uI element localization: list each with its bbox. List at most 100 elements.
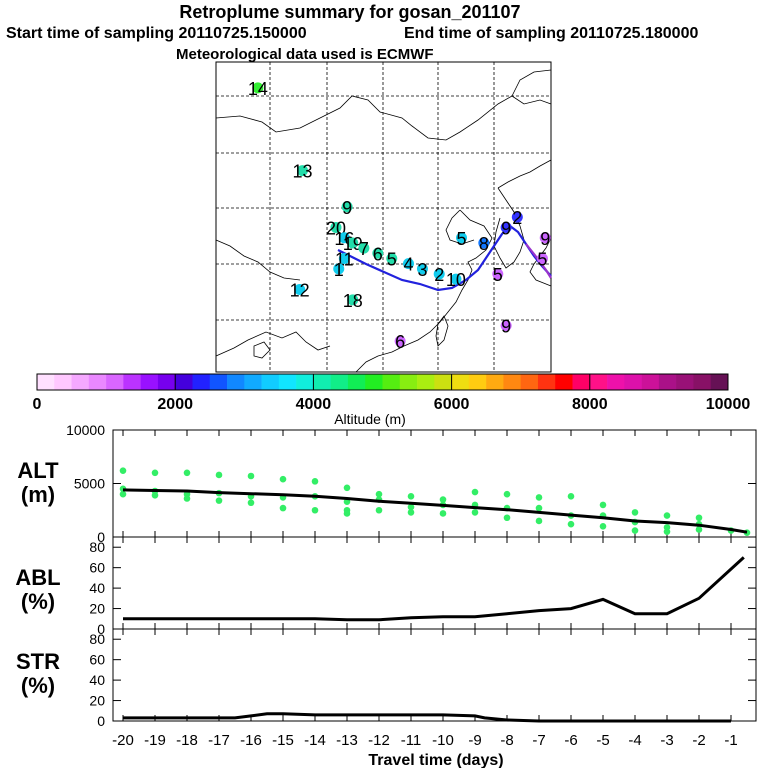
colorbar-cell — [468, 374, 487, 390]
alt-member-point — [631, 527, 639, 534]
trajectory-marker — [358, 242, 370, 254]
x-tick-label: -19 — [144, 732, 166, 749]
trajectory-marker — [338, 252, 350, 264]
y-tick-label: 0 — [97, 713, 105, 729]
colorbar-axis-label: Altitude (m) — [334, 411, 406, 427]
trajectory-marker — [403, 258, 415, 270]
alt-member-point — [151, 469, 159, 477]
alt-member-point — [567, 520, 575, 528]
colorbar-cell — [71, 374, 90, 390]
trajectory-label: 9 — [540, 229, 550, 249]
colorbar-tick-label: 2000 — [157, 396, 193, 413]
trajectory-label: 5 — [537, 249, 547, 269]
alt-member-point — [215, 471, 223, 479]
colorbar-tick-label: 4000 — [296, 396, 332, 413]
alt-member-point — [439, 496, 447, 503]
alt-member-point — [439, 510, 447, 517]
coast-taiwan — [435, 315, 449, 347]
alt-member-point — [119, 467, 127, 474]
alt-member-point — [183, 469, 191, 477]
coast-hainan — [253, 341, 271, 359]
alt-member-point — [407, 493, 415, 500]
x-tick-label: -17 — [208, 732, 230, 749]
alt-member-point — [631, 509, 639, 516]
colorbar-cell — [641, 374, 660, 390]
alt-member-point — [151, 491, 159, 499]
colorbar-cell — [520, 374, 539, 390]
colorbar-cell — [37, 374, 55, 390]
y-tick-label: 80 — [89, 539, 105, 555]
alt-member-point — [663, 512, 671, 519]
colorbar-cell — [261, 374, 280, 390]
colorbar-cell — [572, 374, 591, 390]
x-tick-label: -18 — [176, 732, 198, 749]
alt-member-point — [375, 506, 383, 514]
trajectory-marker — [341, 201, 353, 213]
alt-member-point — [407, 503, 415, 511]
colorbar-cell — [313, 374, 331, 390]
colorbar-cell — [175, 374, 193, 390]
colorbar-cell — [278, 374, 297, 390]
alt-member-point — [343, 484, 351, 492]
alt-member-point — [119, 490, 127, 498]
colorbar-cell — [624, 374, 642, 390]
colorbar-cell — [227, 374, 245, 390]
trajectory-marker — [338, 232, 350, 244]
trajectory-label: 3 — [417, 260, 427, 280]
colorbar-cell — [710, 374, 729, 390]
colorbar-cell — [209, 374, 228, 390]
border-southwest — [215, 331, 331, 357]
trajectory-marker — [456, 232, 468, 244]
colorbar-cell — [347, 374, 366, 390]
trajectory-label: 13 — [292, 162, 312, 182]
trajectory-marker — [492, 268, 504, 280]
x-axis-label: Travel time (days) — [368, 752, 503, 768]
x-tick-label: -20 — [112, 732, 134, 749]
colorbar-cell — [417, 374, 435, 390]
trajectory-marker — [433, 268, 445, 280]
trajectory-label: 19 — [343, 234, 363, 254]
trajectory-marker — [500, 320, 512, 332]
x-tick-label: -2 — [692, 732, 705, 749]
str-panel-label: STR — [16, 649, 60, 674]
colorbar-cell — [157, 374, 176, 390]
colorbar-cell — [54, 374, 72, 390]
colorbar-cell — [486, 374, 504, 390]
colorbar-cells — [37, 374, 729, 390]
str-panel: 0 20 40 60 80 — [89, 629, 756, 729]
alt-member-point — [471, 488, 479, 496]
border-mongolia — [215, 95, 552, 141]
colorbar-ticks: 0 2000 4000 6000 8000 10000 — [33, 374, 750, 413]
colorbar-cell — [330, 374, 349, 390]
trajectory-label: 5 — [493, 265, 503, 285]
colorbar-cell — [693, 374, 712, 390]
y-tick-label: 20 — [89, 693, 105, 709]
coast-bohai — [445, 209, 475, 245]
colorbar-tick-label: 0 — [33, 396, 42, 413]
colorbar-cell — [244, 374, 262, 390]
trajectory-marker — [539, 232, 551, 244]
x-tick-label: -11 — [401, 732, 422, 749]
alt-member-point — [599, 523, 607, 530]
str-line — [123, 712, 731, 723]
coast-china — [355, 209, 493, 373]
abl-panel-unit: (%) — [21, 589, 55, 614]
trajectory-marker — [536, 252, 548, 264]
alt-member-point — [279, 504, 287, 512]
colorbar-cell — [382, 374, 401, 390]
trajectory-label: 5 — [387, 249, 397, 269]
trajectory-label: 2 — [512, 208, 522, 228]
x-tick-label: -15 — [272, 732, 294, 749]
y-tick-label: 0 — [97, 529, 105, 545]
x-tick-label: -10 — [432, 732, 454, 749]
x-tick-label: -12 — [368, 732, 390, 749]
trajectory-label: 9 — [342, 198, 352, 218]
abl-panel: 0 20 40 60 80 — [89, 537, 756, 637]
colorbar-cell — [296, 374, 314, 390]
x-tick-label: -16 — [240, 732, 262, 749]
alt-member-point — [375, 490, 383, 498]
